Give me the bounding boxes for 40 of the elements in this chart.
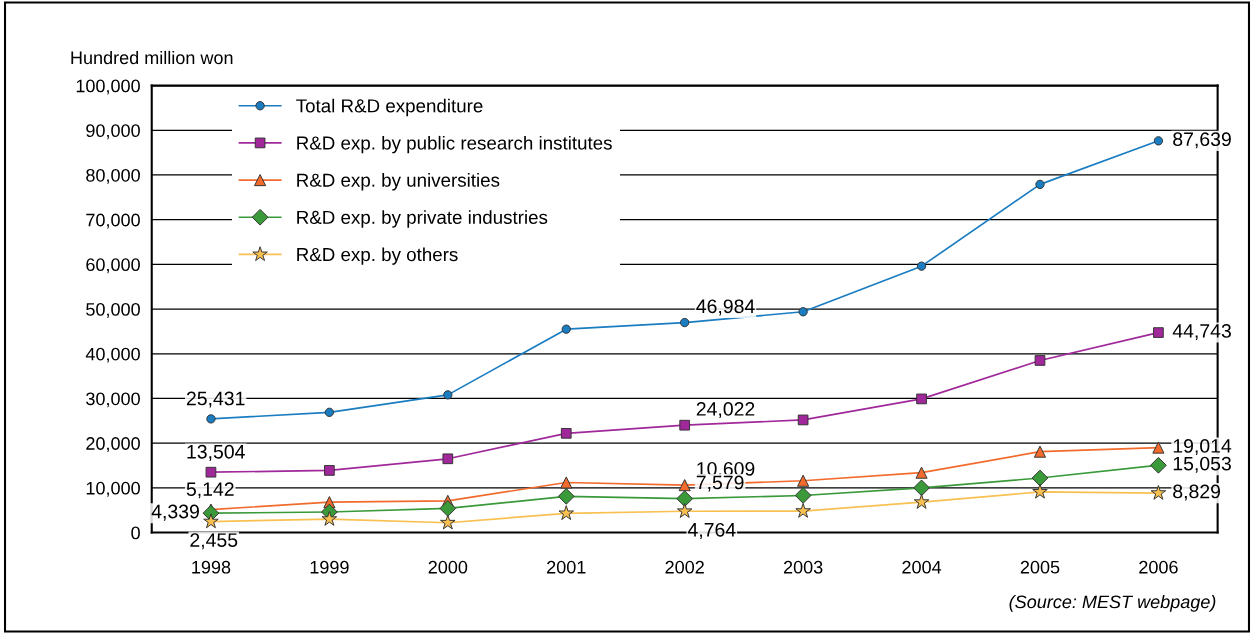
legend-label: Total R&D expenditure <box>296 98 483 117</box>
data-label: 87,639 <box>1173 132 1231 149</box>
y-tick-label: 10,000 <box>86 481 140 497</box>
data-label: 4,339 <box>151 504 199 521</box>
data-label: 15,053 <box>1173 456 1231 473</box>
x-tick-label: 1999 <box>310 560 349 574</box>
text: (Source: MEST webpage) <box>1009 594 1216 612</box>
legend-label: R&D exp. by public research institutes <box>297 135 612 154</box>
y-tick-label: 100,000 <box>76 79 140 95</box>
data-label: 19,014 <box>1173 439 1232 456</box>
y-tick-label: 20,000 <box>86 437 140 453</box>
y-tick-label: 0 <box>131 526 140 540</box>
y-tick-label: 40,000 <box>85 347 140 363</box>
x-tick-label: 1998 <box>192 560 231 574</box>
legend-label: R&D exp. by private industries <box>297 210 548 228</box>
data-label: 46,984 <box>696 299 755 316</box>
y-tick-label: 80,000 <box>86 168 140 184</box>
y-tick-label: 90,000 <box>86 124 140 140</box>
x-tick-label: 2004 <box>902 560 942 574</box>
x-tick-label: 2000 <box>428 560 468 574</box>
y-tick-label: 60,000 <box>86 258 140 274</box>
x-tick-label: 2005 <box>1020 560 1060 574</box>
data-label: 25,431 <box>186 391 245 408</box>
data-label: 44,743 <box>1172 324 1231 341</box>
x-tick-label: 2003 <box>783 560 823 574</box>
data-label: 8,829 <box>1173 484 1221 501</box>
data-label: 2,455 <box>190 533 238 550</box>
data-label: 5,142 <box>186 482 234 499</box>
legend-label: R&D exp. by universities <box>297 173 500 191</box>
x-tick-label: 2001 <box>547 560 586 574</box>
x-tick-label: 2002 <box>665 560 704 574</box>
y-axis-title: Hundred million won <box>71 50 233 65</box>
y-tick-label: 50,000 <box>86 303 140 318</box>
legend-label: R&D exp. by others <box>297 247 458 265</box>
y-tick-label: 70,000 <box>86 213 140 229</box>
x-tick-label: 2006 <box>1139 560 1178 574</box>
data-label: 4,764 <box>687 522 736 539</box>
data-label: 24,022 <box>696 402 755 419</box>
data-label: 13,504 <box>187 444 245 461</box>
y-tick-label: 30,000 <box>86 392 140 408</box>
